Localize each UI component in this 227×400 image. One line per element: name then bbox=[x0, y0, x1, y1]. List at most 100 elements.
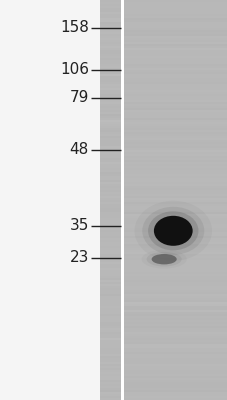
Bar bbox=[100, 138, 120, 140]
Bar bbox=[100, 260, 120, 262]
Bar bbox=[100, 262, 120, 264]
Bar bbox=[124, 90, 227, 92]
Bar bbox=[124, 156, 227, 158]
Bar bbox=[124, 52, 227, 54]
Bar bbox=[100, 326, 120, 328]
Bar bbox=[100, 152, 120, 154]
Bar bbox=[124, 300, 227, 302]
Bar bbox=[100, 360, 120, 362]
Bar bbox=[100, 86, 120, 88]
Bar bbox=[100, 72, 120, 74]
Bar bbox=[124, 384, 227, 386]
Bar bbox=[124, 308, 227, 310]
Bar bbox=[100, 184, 120, 186]
Bar bbox=[100, 244, 120, 246]
Bar bbox=[100, 258, 120, 260]
Bar bbox=[100, 0, 120, 400]
Bar bbox=[100, 102, 120, 104]
Bar bbox=[124, 382, 227, 384]
Bar bbox=[124, 350, 227, 352]
Bar bbox=[124, 376, 227, 378]
Ellipse shape bbox=[148, 211, 197, 250]
Bar bbox=[124, 174, 227, 176]
Bar bbox=[124, 10, 227, 12]
Bar bbox=[100, 32, 120, 34]
Bar bbox=[100, 188, 120, 190]
Bar bbox=[100, 174, 120, 176]
Bar bbox=[100, 128, 120, 130]
Bar bbox=[124, 332, 227, 334]
Bar bbox=[124, 112, 227, 114]
Bar bbox=[100, 28, 120, 30]
Bar bbox=[124, 176, 227, 178]
Bar bbox=[100, 392, 120, 394]
Bar bbox=[124, 6, 227, 8]
Bar bbox=[124, 180, 227, 182]
Bar bbox=[100, 356, 120, 358]
Bar bbox=[124, 42, 227, 44]
Ellipse shape bbox=[141, 250, 186, 268]
Bar bbox=[100, 318, 120, 320]
Bar bbox=[124, 250, 227, 252]
Bar bbox=[100, 178, 120, 180]
Bar bbox=[100, 202, 120, 204]
Bar bbox=[100, 136, 120, 138]
Bar bbox=[100, 94, 120, 96]
Bar bbox=[124, 224, 227, 226]
Bar bbox=[124, 28, 227, 30]
Bar bbox=[124, 102, 227, 104]
Bar bbox=[100, 4, 120, 6]
Bar bbox=[124, 24, 227, 26]
Bar bbox=[124, 294, 227, 296]
Bar bbox=[100, 164, 120, 166]
Bar bbox=[100, 308, 120, 310]
Bar bbox=[124, 338, 227, 340]
Bar bbox=[100, 88, 120, 90]
Bar bbox=[100, 256, 120, 258]
Ellipse shape bbox=[146, 252, 181, 266]
Bar bbox=[124, 138, 227, 140]
Bar bbox=[124, 254, 227, 256]
Bar bbox=[100, 298, 120, 300]
Bar bbox=[100, 78, 120, 80]
Bar bbox=[124, 50, 227, 52]
Bar bbox=[124, 108, 227, 110]
Bar bbox=[124, 276, 227, 278]
Bar bbox=[100, 194, 120, 196]
Bar bbox=[100, 170, 120, 172]
Bar bbox=[124, 114, 227, 116]
Bar bbox=[124, 64, 227, 66]
Bar bbox=[100, 212, 120, 214]
Bar bbox=[124, 390, 227, 392]
Bar bbox=[100, 280, 120, 282]
Bar bbox=[124, 144, 227, 146]
Bar bbox=[124, 352, 227, 354]
Bar bbox=[100, 352, 120, 354]
Bar bbox=[124, 46, 227, 48]
Bar bbox=[124, 362, 227, 364]
Bar bbox=[124, 328, 227, 330]
Bar bbox=[124, 74, 227, 76]
Bar bbox=[100, 66, 120, 68]
Bar bbox=[100, 312, 120, 314]
Bar bbox=[124, 66, 227, 68]
Bar bbox=[100, 90, 120, 92]
Bar bbox=[124, 312, 227, 314]
Bar bbox=[124, 380, 227, 382]
Bar bbox=[124, 324, 227, 326]
Bar bbox=[124, 264, 227, 266]
Bar bbox=[124, 330, 227, 332]
Bar bbox=[100, 384, 120, 386]
Bar bbox=[100, 366, 120, 368]
Bar bbox=[100, 160, 120, 162]
Bar bbox=[100, 190, 120, 192]
Bar bbox=[100, 268, 120, 270]
Bar bbox=[124, 60, 227, 62]
Bar bbox=[100, 12, 120, 14]
Bar bbox=[124, 36, 227, 38]
Bar bbox=[100, 346, 120, 348]
Text: 23: 23 bbox=[69, 250, 89, 266]
Bar bbox=[100, 56, 120, 58]
Bar bbox=[124, 292, 227, 294]
Bar bbox=[100, 374, 120, 376]
